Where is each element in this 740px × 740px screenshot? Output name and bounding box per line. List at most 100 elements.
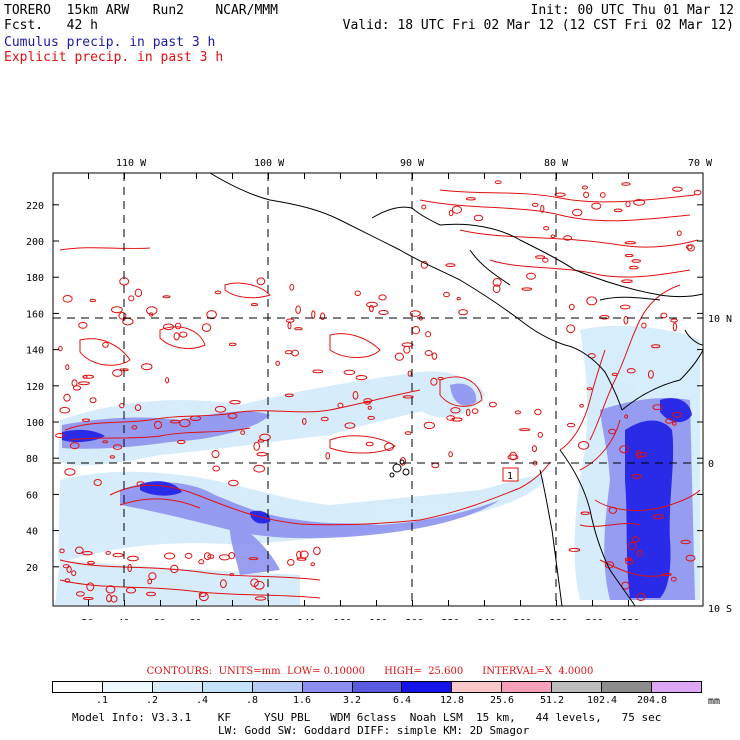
contour-blob	[105, 585, 116, 594]
contour-blob	[344, 422, 356, 429]
contour-blob	[69, 442, 80, 450]
contour-blob	[229, 573, 235, 577]
x-tick-label: 260	[514, 618, 532, 620]
contour-blob	[672, 186, 683, 192]
x-tick-label: 80	[190, 618, 202, 620]
contour-blob	[404, 431, 412, 435]
x-tick-label: 160	[334, 618, 352, 620]
colorbar-swatch	[502, 682, 553, 692]
contour-blob	[63, 393, 71, 402]
colorbar-label: .1	[95, 695, 109, 706]
contour-blob	[198, 559, 205, 565]
contour-blob	[680, 539, 691, 545]
contour-blob	[127, 555, 139, 562]
x-tick-label: 320	[622, 618, 640, 620]
contour-blob	[119, 402, 125, 409]
contour-blob	[572, 208, 583, 217]
init-time: Init: 00 UTC Thu 01 Mar 12	[530, 3, 735, 18]
contour-blob	[687, 244, 695, 252]
contour-blob	[599, 192, 606, 198]
contour-blob	[488, 401, 497, 408]
precip-colorbar	[52, 681, 702, 693]
y-tick-label: 120	[26, 382, 44, 393]
x-tick-label: 200	[406, 618, 424, 620]
contour-blob	[227, 412, 238, 419]
contour-blob	[59, 406, 70, 414]
contour-blob	[621, 581, 630, 590]
lon-label-80w: 80 W	[544, 158, 569, 169]
contour-blob	[146, 306, 158, 316]
contour-blob	[624, 241, 636, 245]
contour-blob	[82, 597, 94, 600]
contour-blob	[285, 318, 295, 323]
contour-blob	[586, 296, 598, 306]
contours-caption: CONTOURS: UNITS=mm LOW= 0.10000 HIGH= 25…	[146, 666, 594, 677]
contour-blob	[448, 451, 453, 458]
colorbar-swatch	[53, 682, 103, 692]
contour-blob	[134, 288, 143, 297]
precip-fields: 1	[53, 173, 703, 606]
y-tick-label: 180	[26, 273, 44, 284]
explicit-precip-contours	[59, 189, 701, 599]
y-tick-label: 20	[26, 563, 38, 574]
contour-blob	[531, 445, 538, 453]
box-marker: 1	[502, 467, 519, 482]
contour-blob	[59, 548, 65, 554]
contour-blob	[568, 547, 581, 552]
contour-blob	[313, 546, 321, 556]
contour-blob	[514, 410, 522, 415]
contour-blob	[631, 474, 642, 479]
contour-blob	[118, 312, 127, 320]
contour-blob	[71, 570, 77, 576]
contour-blob	[632, 536, 640, 543]
contour-blob	[148, 572, 157, 580]
contour-blob	[162, 295, 171, 299]
contour-blob	[367, 405, 372, 410]
x-tick-label: 220	[442, 618, 460, 620]
coastlines	[209, 173, 703, 606]
contour-blob	[626, 368, 636, 374]
contour-blob	[450, 407, 461, 414]
colorbar-unit: mm	[708, 696, 721, 707]
contour-blob	[179, 418, 191, 428]
colorbar-swatch	[202, 682, 253, 692]
model-info: Model Info: V3.3.1 KF YSU PBL WDM 6class…	[72, 711, 662, 724]
contour-blob	[146, 591, 156, 597]
contour-blob	[367, 415, 376, 420]
contour-blob	[448, 209, 454, 217]
contour-blob	[214, 405, 227, 413]
contour-blob	[109, 455, 116, 459]
colorbar-label: 1.6	[292, 695, 312, 706]
box-marker-label: 1	[507, 471, 513, 482]
lat-label-10s: 10 S	[708, 604, 732, 615]
contour-blob	[471, 408, 479, 414]
contour-blob	[580, 511, 590, 515]
contour-blob	[354, 290, 361, 297]
contour-blob	[456, 296, 461, 301]
contour-blob	[228, 342, 237, 347]
contour-blob	[177, 439, 186, 445]
contour-blob	[651, 344, 661, 349]
contour-blob	[665, 418, 674, 424]
y-tick-label: 140	[26, 346, 44, 357]
contour-blob	[82, 418, 90, 422]
colorbar-swatch	[352, 682, 403, 692]
scattered-contours	[55, 180, 702, 603]
contour-blob	[302, 417, 307, 425]
contour-blob	[627, 541, 637, 551]
contour-blob	[430, 377, 438, 386]
contour-blob	[619, 445, 629, 454]
colorbar-label: 3.2	[342, 695, 362, 706]
contour-blob	[613, 208, 623, 213]
contour-blob	[141, 363, 153, 371]
contour-blob	[443, 291, 450, 298]
contour-blob	[550, 234, 556, 239]
contour-blob	[284, 393, 294, 398]
contour-blob	[636, 549, 643, 557]
contour-blob	[425, 331, 432, 338]
contour-blob	[629, 265, 639, 270]
contour-blob	[492, 277, 502, 287]
contour-blob	[624, 253, 634, 258]
contour-blob	[220, 579, 227, 589]
contour-blob	[685, 554, 696, 562]
